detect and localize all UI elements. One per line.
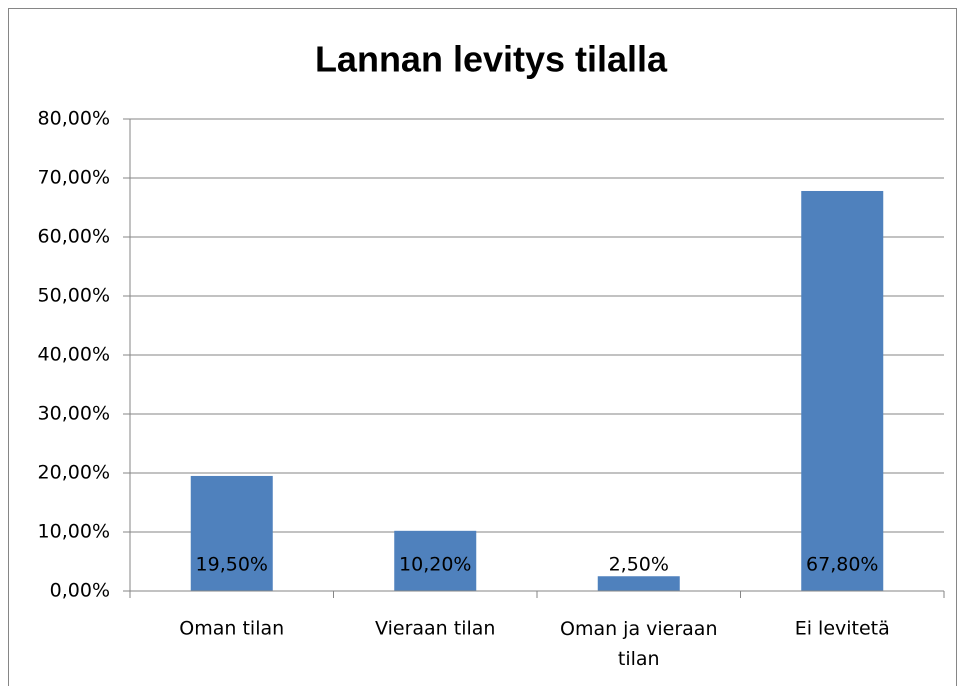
- bar: [597, 576, 680, 591]
- bar: [190, 475, 273, 591]
- bar: [801, 190, 884, 592]
- y-tick-label: 70,00%: [38, 167, 110, 189]
- x-tick-label: Vieraan tilan: [375, 618, 495, 640]
- bar: [394, 530, 477, 591]
- x-tick-label: Ei levitetä: [795, 618, 890, 640]
- y-tick-label: 50,00%: [38, 285, 110, 307]
- data-label: 19,50%: [196, 554, 268, 576]
- y-tick-label: 80,00%: [38, 108, 110, 130]
- data-label: 2,50%: [609, 554, 669, 576]
- data-label: 10,20%: [399, 554, 471, 576]
- x-tick-label: Oman tilan: [179, 618, 284, 640]
- y-tick-label: 10,00%: [38, 521, 110, 543]
- x-tick-label: Oman ja vieraan tilan: [560, 618, 718, 670]
- y-tick-label: 40,00%: [38, 344, 110, 366]
- chart-title: Lannan levitys tilalla: [315, 39, 668, 80]
- data-label: 67,80%: [806, 554, 878, 576]
- y-tick-label: 20,00%: [38, 462, 110, 484]
- y-tick-label: 30,00%: [38, 403, 110, 425]
- y-tick-label: 0,00%: [50, 580, 110, 602]
- y-tick-label: 60,00%: [38, 226, 110, 248]
- chart-border: [8, 8, 957, 686]
